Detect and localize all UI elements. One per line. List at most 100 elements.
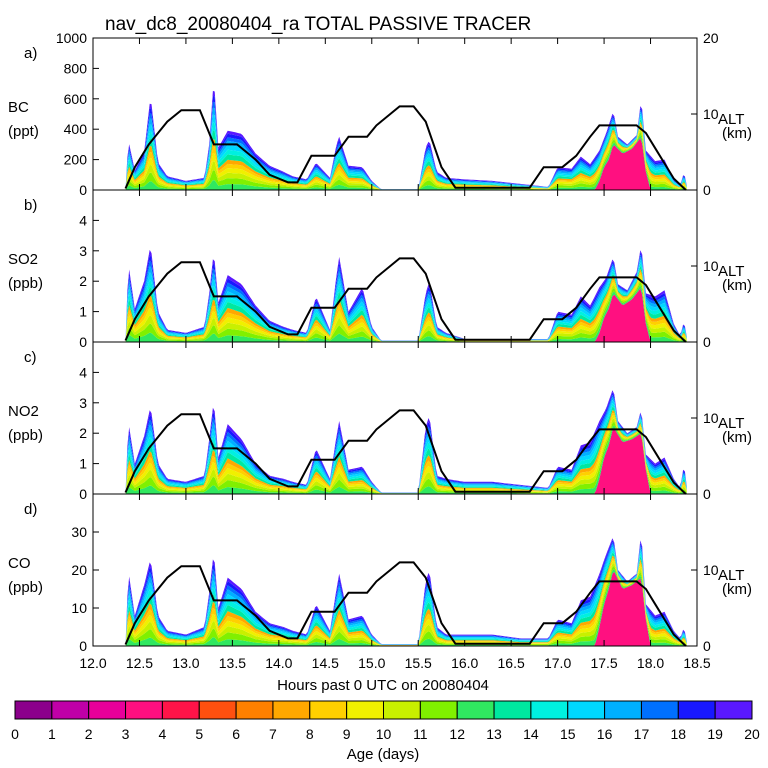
- colorbar-tick-label: 11: [413, 726, 428, 742]
- age-band-18: [125, 252, 687, 342]
- panel-so2: 0 1 2 3 4 0 10 b) SO2 (ppb) ALT(km): [8, 189, 752, 350]
- y-tick-label: 0: [79, 486, 87, 502]
- colorbar-tick-label: 0: [11, 726, 19, 742]
- x-tick-label: 16.0: [451, 655, 478, 671]
- age-band-17: [125, 101, 687, 190]
- age-band-young: [125, 428, 687, 494]
- y-tick-label: 1: [79, 304, 87, 320]
- x-tick-label: 16.5: [498, 655, 525, 671]
- units-label: (ppb): [8, 275, 43, 292]
- alt-label: ALT: [718, 415, 744, 432]
- colorbar-tick-label: 20: [744, 726, 760, 742]
- colorbar: 0 1 2 3 4 5 6 7 8 9 10 11 12 13 14 15 16 17 18 19 20: [11, 700, 760, 742]
- colorbar-tick-label: 18: [671, 726, 687, 742]
- y-tick-label: 4: [79, 212, 87, 228]
- colorbar-tick-label: 16: [597, 726, 613, 742]
- colorbar-tick-label: 12: [449, 726, 465, 742]
- age-band-young: [125, 571, 687, 646]
- y-tick-label: 3: [79, 395, 87, 411]
- y-tick-label: 1: [79, 456, 87, 472]
- x-axis-tick-labels: 12.0 12.5 13.0 13.5 14.0 14.5 15.0 15.5 16.0 16.5…: [79, 655, 710, 671]
- x-tick-label: 18.5: [683, 655, 710, 671]
- colorbar-swatch-17: [640, 700, 679, 720]
- age-band-14: [125, 262, 687, 342]
- alt-label: ALT: [718, 567, 744, 584]
- alt-label: ALT: [718, 111, 744, 128]
- alt-units-label: (km): [722, 581, 752, 598]
- panel-label: d): [24, 501, 37, 518]
- y-tick-label: 0: [79, 182, 87, 198]
- species-label: NO2: [8, 403, 39, 420]
- alt-tick-label: 10: [703, 258, 719, 274]
- colorbar-tick-label: 4: [159, 726, 167, 742]
- age-band-17: [125, 542, 687, 646]
- x-tick-label: 18.0: [637, 655, 664, 671]
- age-band-15: [125, 259, 687, 342]
- alt-tick-label: 10: [703, 410, 719, 426]
- altitude-line: [124, 409, 687, 495]
- colorbar-tick-label: 17: [634, 726, 650, 742]
- age-band-16: [125, 107, 687, 190]
- colorbar-tick-label: 1: [48, 726, 56, 742]
- colorbar-tick-label: 19: [707, 726, 723, 742]
- colorbar-tick-label: 14: [523, 726, 539, 742]
- y-tick-label: 4: [79, 364, 87, 380]
- colorbar-swatch-2: [88, 700, 127, 720]
- alt-units-label: (km): [722, 429, 752, 446]
- colorbar-swatch-14: [530, 700, 569, 720]
- colorbar-swatch-16: [604, 700, 642, 720]
- x-tick-label: 17.0: [544, 655, 571, 671]
- y-tick-label: 800: [64, 60, 88, 76]
- colorbar-tick-label: 10: [376, 726, 392, 742]
- x-tick-label: 13.0: [172, 655, 199, 671]
- colorbar-swatch-18: [677, 700, 716, 720]
- alt-tick-label: 10: [703, 562, 719, 578]
- colorbar-swatch-5: [198, 700, 237, 720]
- colorbar-tick-label: 13: [486, 726, 502, 742]
- colorbar-swatch-19: [714, 700, 753, 720]
- x-tick-label: 15.0: [358, 655, 385, 671]
- colorbar-swatch-12: [456, 700, 495, 720]
- species-label: CO: [8, 555, 31, 572]
- colorbar-swatch-3: [125, 700, 163, 720]
- y-tick-label: 0: [79, 334, 87, 350]
- age-band-17: [125, 394, 687, 494]
- y-tick-label: 10: [71, 600, 87, 616]
- alt-tick-label: 20: [703, 30, 719, 46]
- age-band-16: [125, 397, 687, 494]
- x-tick-label: 14.5: [312, 655, 339, 671]
- units-label: (ppb): [8, 579, 43, 596]
- colorbar-swatch-15: [567, 700, 606, 720]
- panel-co: 0 10 20 30 0 10 d) CO (ppb) ALT(km): [8, 493, 752, 654]
- age-band-17: [125, 254, 687, 342]
- age-band-young: [125, 288, 687, 342]
- x-tick-label: 13.5: [219, 655, 246, 671]
- y-tick-label: 3: [79, 243, 87, 259]
- colorbar-tick-label: 5: [195, 726, 203, 742]
- alt-tick-label: 0: [703, 638, 711, 654]
- colorbar-swatch-9: [346, 700, 384, 720]
- species-label: BC: [8, 99, 29, 116]
- x-tick-label: 12.5: [126, 655, 153, 671]
- colorbar-tick-label: 6: [232, 726, 240, 742]
- y-tick-label: 30: [71, 524, 87, 540]
- alt-tick-label: 0: [703, 182, 711, 198]
- panel-label: c): [24, 349, 37, 366]
- colorbar-tick-label: 8: [306, 726, 314, 742]
- alt-tick-label: 0: [703, 486, 711, 502]
- alt-tick-label: 0: [703, 334, 711, 350]
- alt-tick-label: 10: [703, 106, 719, 122]
- colorbar-tick-label: 9: [343, 726, 351, 742]
- panel-no2: 0 1 2 3 4 0 10 c) NO2 (ppb) ALT(km): [8, 341, 752, 502]
- age-band-19: [125, 90, 687, 190]
- colorbar-swatch-6: [235, 700, 274, 720]
- alt-units-label: (km): [722, 125, 752, 142]
- species-label: SO2: [8, 251, 38, 268]
- x-tick-label: 15.5: [405, 655, 432, 671]
- colorbar-swatch-1: [51, 700, 90, 720]
- colorbar-swatch-7: [272, 700, 311, 720]
- y-tick-label: 1000: [56, 30, 87, 46]
- colorbar-swatch-13: [493, 700, 532, 720]
- figure-title: nav_dc8_20080404_ra TOTAL PASSIVE TRACER: [105, 14, 531, 35]
